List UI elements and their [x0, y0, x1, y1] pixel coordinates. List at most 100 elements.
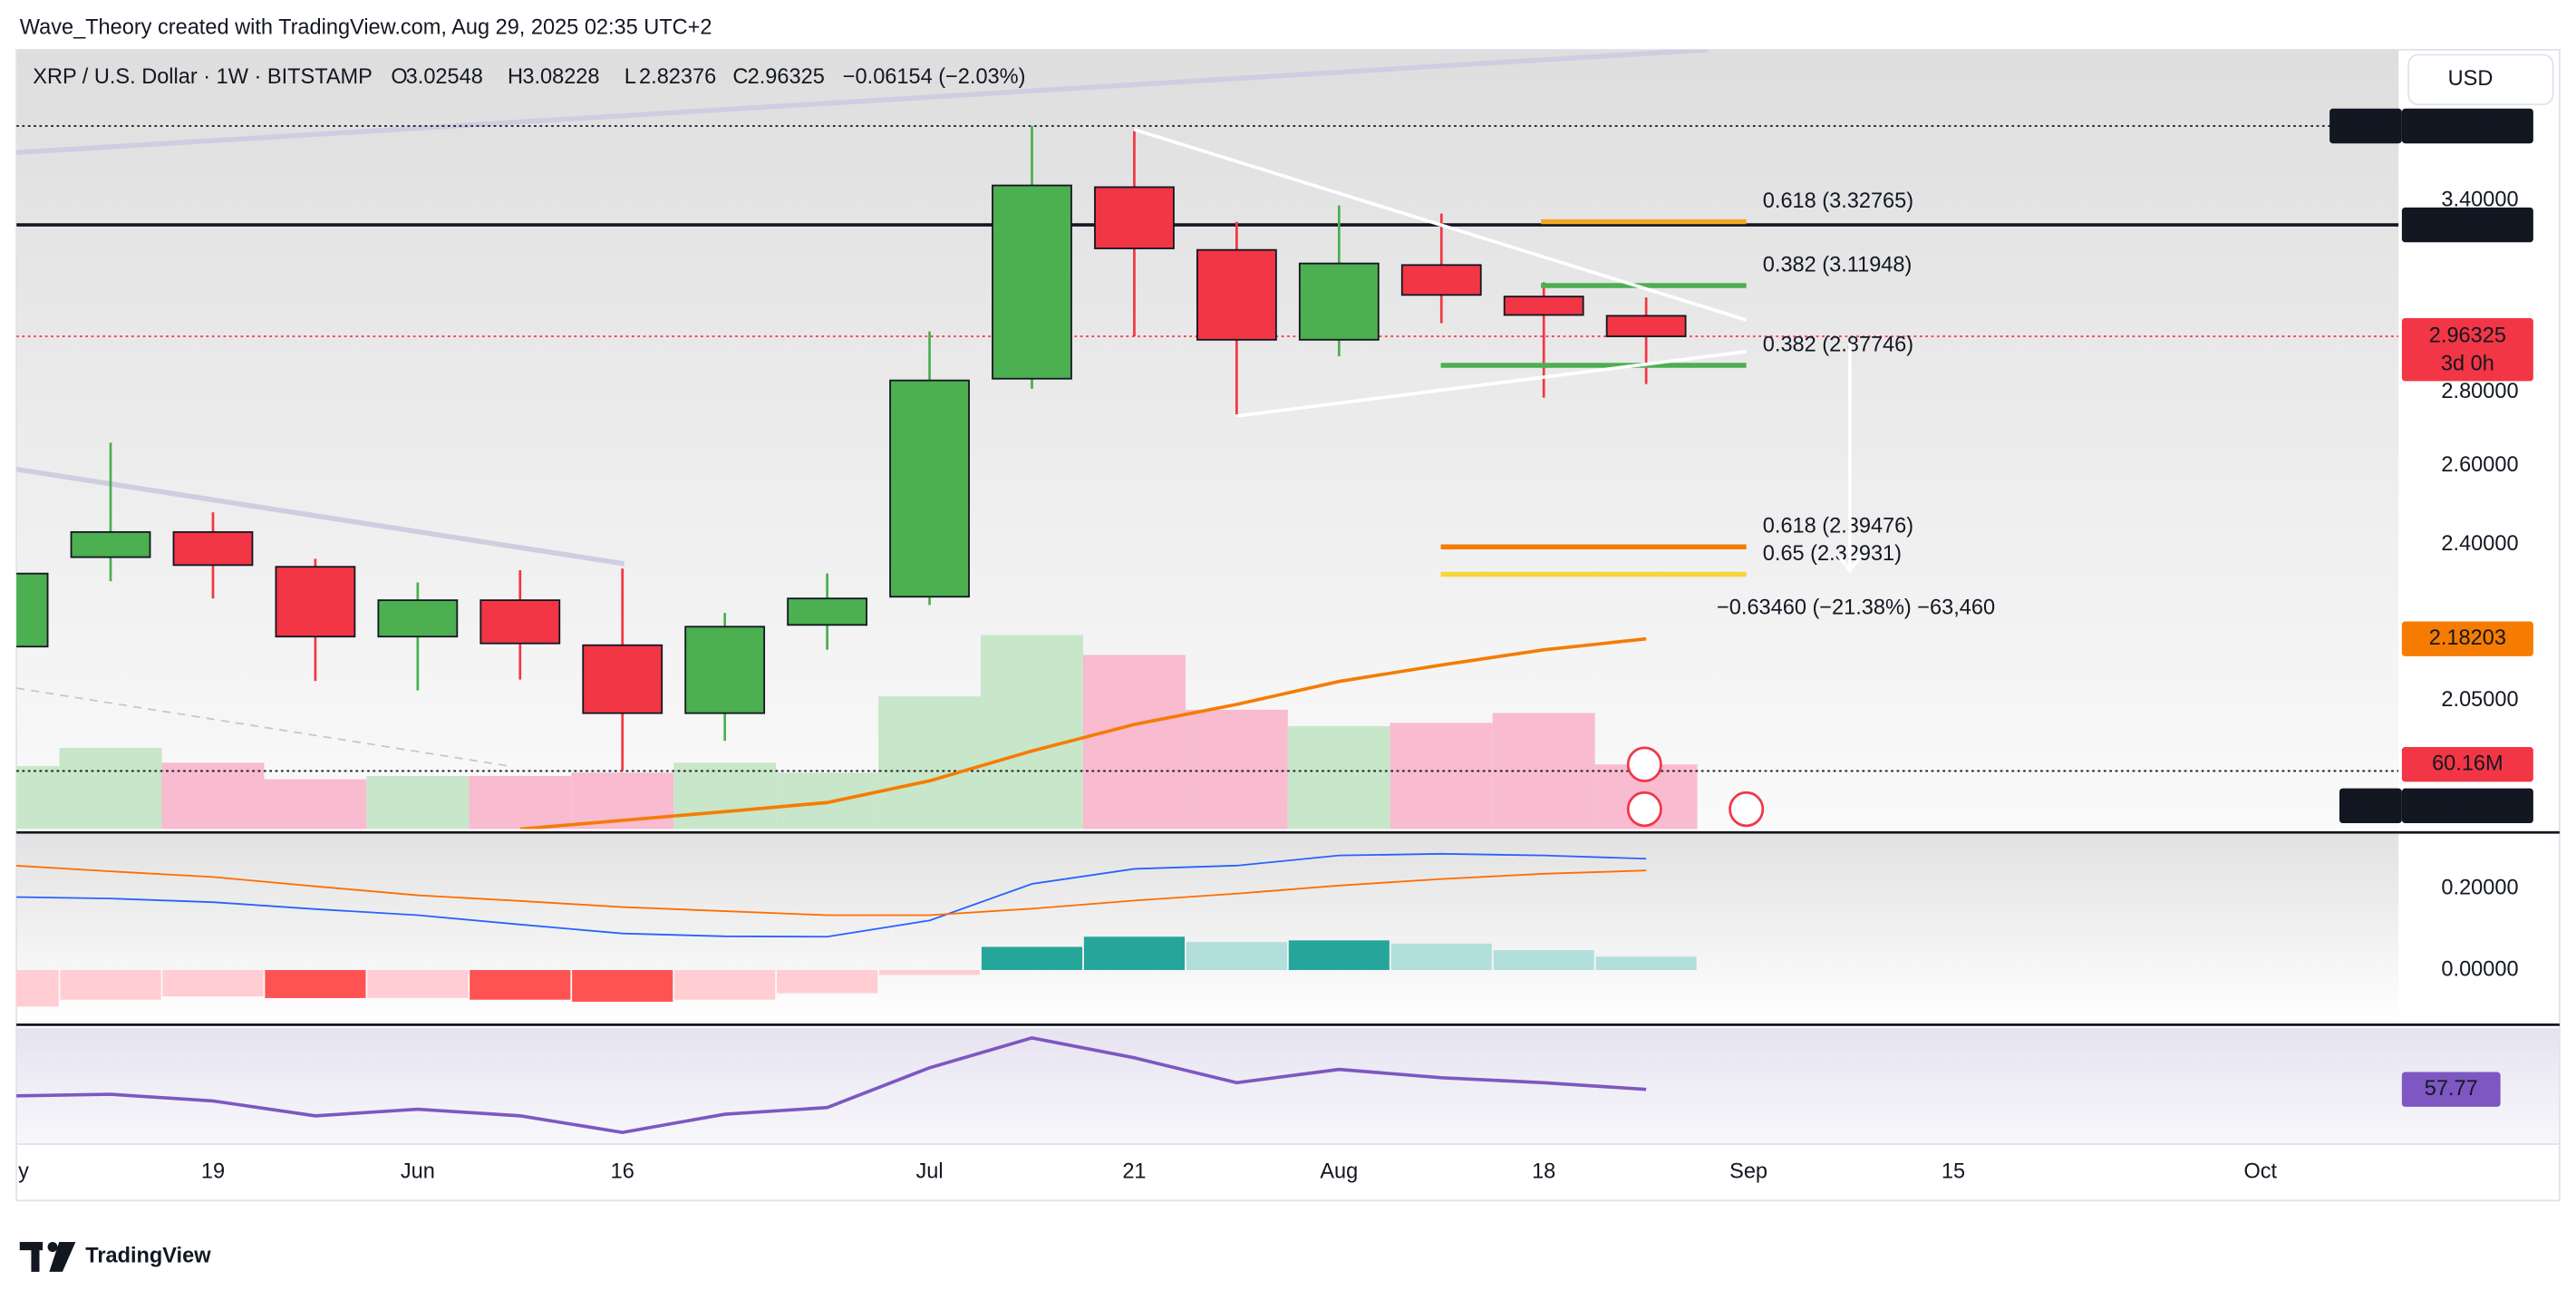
rsi-label: 57.77	[2425, 1077, 2478, 1101]
x-tick-label: 19	[201, 1159, 225, 1183]
volume-label: 60.16M	[2432, 752, 2503, 775]
macd-histogram-bar	[674, 970, 776, 1000]
volume-bar	[366, 775, 470, 829]
price-tag-box	[2329, 108, 2402, 144]
price-label: 1.90900	[2429, 793, 2506, 817]
fib-label: 0.65 (2.32931)	[1763, 542, 1902, 566]
volume-label-box	[2401, 747, 2533, 782]
triangle-line	[1235, 349, 1747, 418]
x-tick-label: Oct	[2243, 1159, 2277, 1183]
logo-mark	[31, 1241, 40, 1272]
x-tick-label: y	[18, 1159, 29, 1183]
macd-histogram-bar	[16, 970, 59, 1007]
volume-bar	[264, 779, 367, 829]
price-tag: High	[2344, 113, 2387, 137]
trend-line	[16, 466, 625, 567]
event-flag[interactable]	[1729, 791, 1765, 828]
macd-histogram-bar	[1390, 943, 1492, 971]
x-tick-label: 15	[1942, 1159, 1965, 1183]
credit: Wave_Theory created with TradingView.com…	[20, 15, 712, 39]
fib-label: 0.382 (3.11948)	[1763, 253, 1913, 276]
candle-body	[787, 597, 868, 626]
triangle-line	[1133, 127, 1748, 322]
price-panel	[16, 49, 2399, 829]
volume-bar	[1185, 709, 1288, 829]
volume-bar	[1390, 723, 1493, 829]
x-tick-label: 18	[1532, 1159, 1555, 1183]
event-icon[interactable]	[1626, 746, 1662, 782]
x-tick-label: Jul	[915, 1159, 943, 1183]
volume-bar	[161, 762, 265, 829]
candle-body	[1196, 248, 1277, 341]
y-tick-label: 2.80000	[2441, 380, 2518, 403]
macd-histogram-bar	[777, 970, 878, 994]
macd-line	[16, 852, 1647, 938]
candle-body	[992, 184, 1072, 380]
candle-body	[1094, 186, 1175, 249]
rsi-label-box	[2401, 1072, 2501, 1107]
legend-key: L	[625, 65, 636, 89]
legend-key: C	[732, 65, 748, 89]
currency-button-label[interactable]: USD	[2448, 67, 2494, 91]
volume-bar	[469, 775, 572, 829]
macd-histogram-bar	[470, 970, 571, 1000]
fib-label: 0.382 (2.87746)	[1763, 333, 1913, 356]
candle-body	[1605, 315, 1687, 337]
price-label: 3.66596	[2429, 113, 2506, 137]
legend-value: 2.82376	[639, 65, 716, 89]
price-layer	[16, 125, 2399, 829]
y-tick-label: 2.05000	[2441, 688, 2518, 712]
macd-histogram-bar	[981, 946, 1083, 971]
candle-body	[684, 626, 766, 714]
candle-body	[275, 566, 356, 638]
macd-histogram-bar	[60, 970, 161, 1000]
x-tick-label: Jun	[401, 1159, 435, 1183]
ma-label-box	[2401, 621, 2533, 656]
volume-bar	[59, 747, 162, 829]
fib-label: 0.618 (3.32765)	[1763, 189, 1913, 213]
logo	[19, 1241, 76, 1272]
macd-histogram-bar	[367, 970, 469, 998]
macd-histogram-bar	[1083, 936, 1185, 971]
candle-body	[582, 644, 663, 714]
macd-histogram-bar	[1493, 950, 1594, 971]
candle-body	[889, 379, 970, 598]
price-label-box	[2401, 207, 2533, 243]
legend-key: H	[508, 65, 523, 89]
x-tick-label: 21	[1122, 1159, 1146, 1183]
price-label-box	[2401, 317, 2533, 382]
symbol: XRP / U.S. Dollar · 1W · BITSTAMP	[33, 65, 373, 89]
overlay	[1133, 127, 1863, 828]
candle-body	[479, 599, 561, 645]
volume-bar	[878, 696, 982, 829]
moving-average	[519, 636, 1647, 829]
macd-histogram-bar	[878, 970, 981, 975]
trend-line	[16, 49, 1709, 156]
macd-line	[16, 865, 1647, 917]
currency-button[interactable]	[2407, 53, 2554, 106]
macd-histogram-bar	[1595, 956, 1697, 971]
volume-bar	[1287, 726, 1390, 829]
volume-bar	[673, 762, 777, 829]
price-label: 2.96325	[2429, 324, 2506, 347]
candle-body	[1298, 262, 1380, 341]
candle-body	[70, 530, 151, 558]
candle-body	[377, 599, 459, 638]
legend-value: 3.08228	[522, 65, 599, 89]
y-tick-label: 0.20000	[2441, 877, 2518, 900]
macd-histogram-bar	[162, 970, 264, 997]
countdown-label: 3d 0h	[2441, 352, 2494, 375]
rsi-panel	[16, 1028, 2560, 1145]
y-tick-label: 2.40000	[2441, 532, 2518, 556]
x-tick-label: Aug	[1320, 1159, 1358, 1183]
event-flag[interactable]	[1626, 791, 1662, 828]
y-tick-label: 0.00000	[2441, 957, 2518, 981]
y-tick-label: 2.60000	[2441, 453, 2518, 477]
volume-bar	[981, 635, 1083, 829]
macd-histogram-bar	[265, 970, 366, 998]
logo-mark	[49, 1241, 76, 1272]
legend-value: 2.96325	[748, 65, 825, 89]
fib-label: 0.618 (2.39476)	[1763, 514, 1913, 538]
legend-change: −0.06154 (−2.03%)	[843, 65, 1026, 89]
